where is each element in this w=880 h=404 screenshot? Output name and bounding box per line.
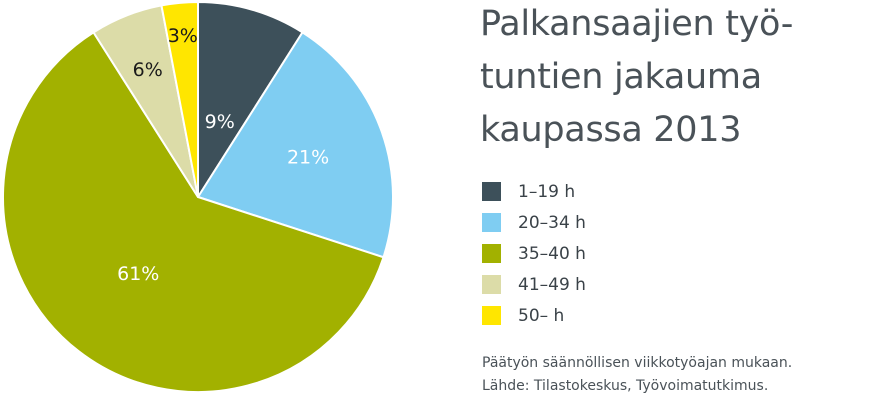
legend-swatch-41-49h	[482, 275, 501, 294]
legend: 1–19 h 20–34 h 35–40 h 41–49 h 50– h	[482, 176, 586, 331]
footnote: Päätyön säännöllisen viikkotyöajan mukaa…	[482, 352, 792, 398]
chart-title-line-1: Palkansaajien työ-	[480, 4, 794, 44]
pie-slice-label-35-40-h: 61%	[117, 263, 159, 285]
pie-slice-1-19-h	[197, 1, 304, 198]
legend-item-50h: 50– h	[482, 300, 586, 331]
pie-chart: 9% 21% 61% 6% 3%	[0, 0, 400, 400]
pie-slice-35-40-h	[2, 31, 385, 393]
legend-label-35-40h: 35–40 h	[518, 243, 586, 264]
chart-title-line-2: tuntien jakauma	[480, 57, 762, 97]
pie-slice-label-50-h: 3%	[168, 25, 198, 47]
legend-label-50h: 50– h	[518, 305, 565, 326]
chart-title: Palkansaajien työ- tuntien jakauma kaupa…	[480, 0, 870, 157]
chart-title-line-3: kaupassa 2013	[480, 110, 742, 150]
legend-swatch-1-19h	[482, 182, 501, 201]
legend-item-41-49h: 41–49 h	[482, 269, 586, 300]
pie-slice-label-20-34-h: 21%	[287, 146, 329, 168]
pie-chart-svg: 9% 21% 61% 6%3%	[2, 1, 394, 393]
legend-swatch-50h	[482, 306, 501, 325]
legend-label-1-19h: 1–19 h	[518, 181, 576, 202]
legend-label-20-34h: 20–34 h	[518, 212, 586, 233]
pie-slice-label-41-49-h: 6%	[133, 59, 163, 81]
footnote-line-2: Lähde: Tilastokeskus, Työvoimatutkimus.	[482, 378, 769, 394]
legend-swatch-20-34h	[482, 213, 501, 232]
legend-item-20-34h: 20–34 h	[482, 207, 586, 238]
pie-slice-50-h	[160, 1, 199, 198]
pie-slice-20-34-h	[197, 31, 394, 259]
pie-slice-label-1-19-h: 9%	[205, 111, 235, 133]
legend-swatch-35-40h	[482, 244, 501, 263]
legend-item-1-19h: 1–19 h	[482, 176, 586, 207]
legend-label-41-49h: 41–49 h	[518, 274, 586, 295]
legend-item-35-40h: 35–40 h	[482, 238, 586, 269]
footnote-line-1: Päätyön säännöllisen viikkotyöajan mukaa…	[482, 355, 793, 371]
